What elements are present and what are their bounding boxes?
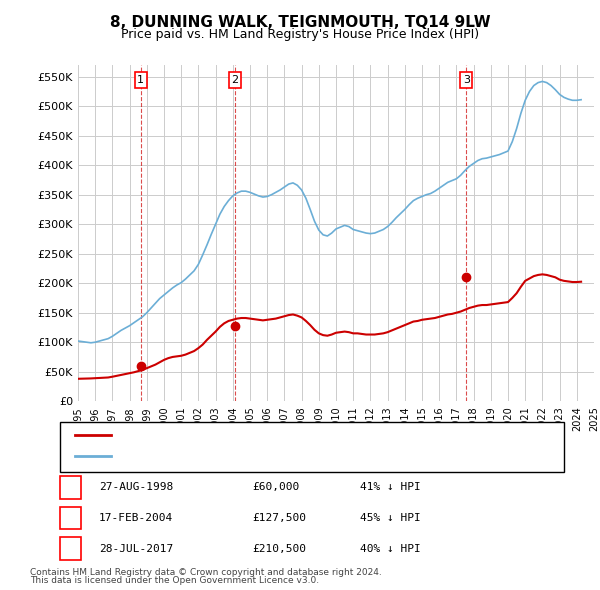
- Text: £210,500: £210,500: [252, 544, 306, 553]
- Text: 45% ↓ HPI: 45% ↓ HPI: [360, 513, 421, 523]
- Text: 2: 2: [232, 75, 238, 85]
- Text: £60,000: £60,000: [252, 483, 299, 492]
- Text: 40% ↓ HPI: 40% ↓ HPI: [360, 544, 421, 553]
- Text: £127,500: £127,500: [252, 513, 306, 523]
- Text: 8, DUNNING WALK, TEIGNMOUTH, TQ14 9LW (detached house): 8, DUNNING WALK, TEIGNMOUTH, TQ14 9LW (d…: [117, 430, 443, 440]
- Text: Price paid vs. HM Land Registry's House Price Index (HPI): Price paid vs. HM Land Registry's House …: [121, 28, 479, 41]
- Text: 17-FEB-2004: 17-FEB-2004: [99, 513, 173, 523]
- Text: 28-JUL-2017: 28-JUL-2017: [99, 544, 173, 553]
- Text: 1: 1: [137, 75, 144, 85]
- Text: This data is licensed under the Open Government Licence v3.0.: This data is licensed under the Open Gov…: [30, 576, 319, 585]
- Text: 41% ↓ HPI: 41% ↓ HPI: [360, 483, 421, 492]
- Text: HPI: Average price, detached house, Teignbridge: HPI: Average price, detached house, Teig…: [117, 451, 371, 461]
- Text: 2: 2: [67, 513, 74, 523]
- Text: Contains HM Land Registry data © Crown copyright and database right 2024.: Contains HM Land Registry data © Crown c…: [30, 568, 382, 577]
- Text: 8, DUNNING WALK, TEIGNMOUTH, TQ14 9LW: 8, DUNNING WALK, TEIGNMOUTH, TQ14 9LW: [110, 15, 490, 30]
- Text: 3: 3: [67, 544, 74, 553]
- Text: 1: 1: [67, 483, 74, 492]
- Text: 27-AUG-1998: 27-AUG-1998: [99, 483, 173, 492]
- Text: 3: 3: [463, 75, 470, 85]
